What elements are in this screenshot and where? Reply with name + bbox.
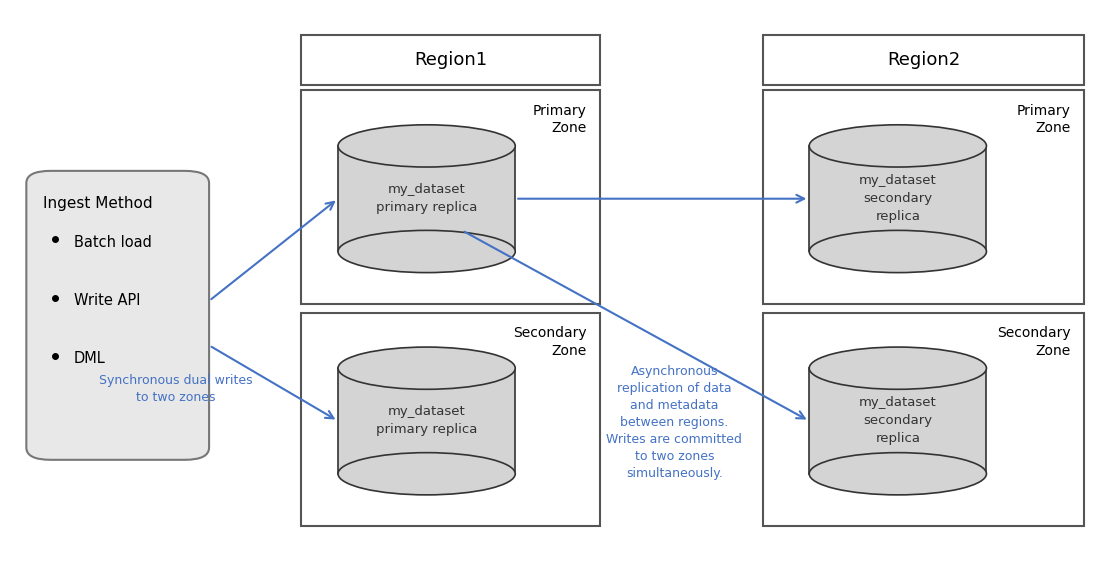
Text: Region1: Region1	[414, 51, 487, 69]
Text: my_dataset
primary replica: my_dataset primary replica	[376, 183, 478, 214]
Text: my_dataset
primary replica: my_dataset primary replica	[376, 406, 478, 437]
Text: my_dataset
secondary
replica: my_dataset secondary replica	[859, 174, 936, 223]
Text: DML: DML	[74, 351, 106, 367]
Bar	[809, 146, 987, 252]
Ellipse shape	[809, 230, 987, 272]
Ellipse shape	[338, 347, 516, 389]
Ellipse shape	[809, 347, 987, 389]
Bar	[763, 312, 1084, 526]
Text: Region2: Region2	[887, 51, 960, 69]
Bar	[763, 90, 1084, 304]
Text: Primary
Zone: Primary Zone	[1017, 104, 1071, 135]
Ellipse shape	[809, 453, 987, 495]
FancyBboxPatch shape	[27, 171, 209, 460]
Text: Primary
Zone: Primary Zone	[533, 104, 587, 135]
Bar	[338, 146, 516, 252]
Bar	[301, 312, 600, 526]
Text: Synchronous dual writes
to two zones: Synchronous dual writes to two zones	[99, 374, 252, 404]
Bar	[301, 35, 600, 85]
Text: Asynchronous
replication of data
and metadata
between regions.
Writes are commit: Asynchronous replication of data and met…	[606, 365, 742, 481]
Bar	[763, 35, 1084, 85]
Bar	[338, 368, 516, 474]
Text: Write API: Write API	[74, 293, 141, 308]
Text: Ingest Method: Ingest Method	[42, 196, 153, 211]
Bar	[301, 90, 600, 304]
Bar	[809, 368, 987, 474]
Ellipse shape	[338, 230, 516, 272]
Ellipse shape	[338, 453, 516, 495]
Ellipse shape	[338, 125, 516, 167]
Text: Batch load: Batch load	[74, 235, 152, 250]
Text: Secondary
Zone: Secondary Zone	[998, 327, 1071, 358]
Text: my_dataset
secondary
replica: my_dataset secondary replica	[859, 396, 936, 446]
Ellipse shape	[809, 125, 987, 167]
Text: Secondary
Zone: Secondary Zone	[513, 327, 587, 358]
